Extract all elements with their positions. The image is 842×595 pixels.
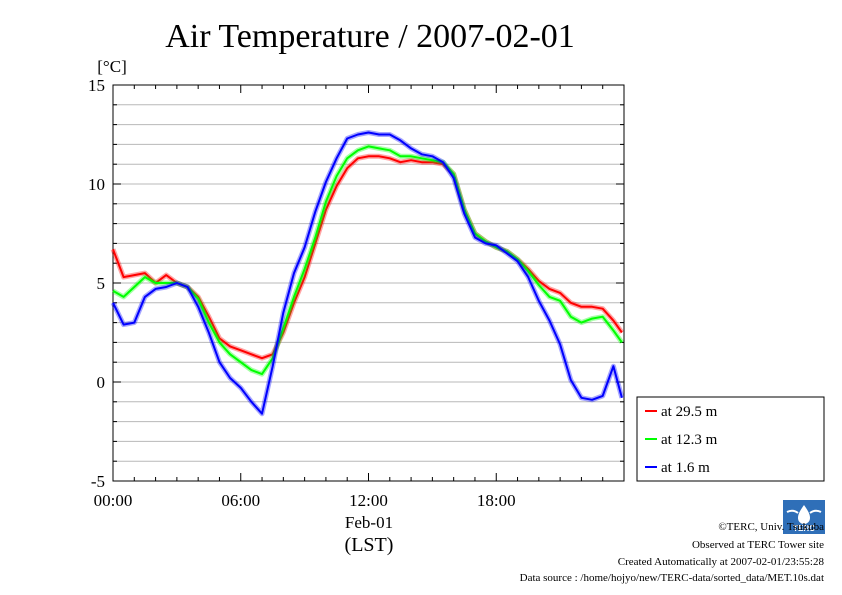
terc-logo-icon: TERC	[783, 500, 825, 534]
x-tick-label: 18:00	[477, 491, 516, 510]
y-tick-label: 5	[97, 274, 106, 293]
footer-observed: Observed at TERC Tower site	[691, 539, 824, 551]
legend-label: at 1.6 m	[661, 460, 710, 476]
x-tick-label: 06:00	[221, 491, 260, 510]
y-tick-label: -5	[91, 472, 105, 491]
y-tick-labels: 15 10 5 0 -5	[88, 76, 105, 491]
y-axis-unit-label: [°C]	[97, 57, 126, 76]
x-tick-label: 00:00	[94, 491, 133, 510]
grid-lines	[113, 104, 624, 462]
chart-title: Air Temperature / 2007-02-01	[165, 18, 575, 55]
footer-copyright: ©TERC, Univ. Tsukuba	[718, 521, 824, 533]
series-halo-1	[111, 143, 624, 377]
plot-area-frame	[112, 84, 625, 482]
y-tick-label: 15	[88, 76, 105, 95]
x-axis-date-label: Feb-01	[345, 513, 393, 532]
x-axis-lst-label: (LST)	[345, 534, 394, 556]
series-halo-0	[110, 153, 624, 361]
legend: at 29.5 m at 12.3 m at 1.6 m	[636, 396, 825, 482]
series-line-2	[112, 131, 623, 415]
legend-box	[636, 396, 825, 482]
series-line-1	[112, 145, 623, 376]
series-line-0	[112, 155, 623, 360]
terc-logo: TERC	[783, 500, 825, 534]
x-tick-labels: 00:00 06:00 12:00 18:00	[94, 491, 516, 510]
series-layer	[110, 130, 625, 417]
legend-label: at 12.3 m	[661, 432, 718, 448]
minor-ticks	[112, 84, 625, 482]
terc-logo-text: TERC	[793, 524, 815, 533]
footer-created: Created Automatically at 2007-02-01/23:5…	[617, 556, 824, 568]
y-tick-label: 10	[88, 175, 105, 194]
series-halo-2	[110, 130, 625, 417]
legend-label: at 29.5 m	[661, 404, 718, 420]
y-tick-label: 0	[97, 373, 106, 392]
footer-data-source: Data source : /home/hojyo/new/TERC-data/…	[519, 572, 824, 584]
x-tick-label: 12:00	[349, 491, 388, 510]
